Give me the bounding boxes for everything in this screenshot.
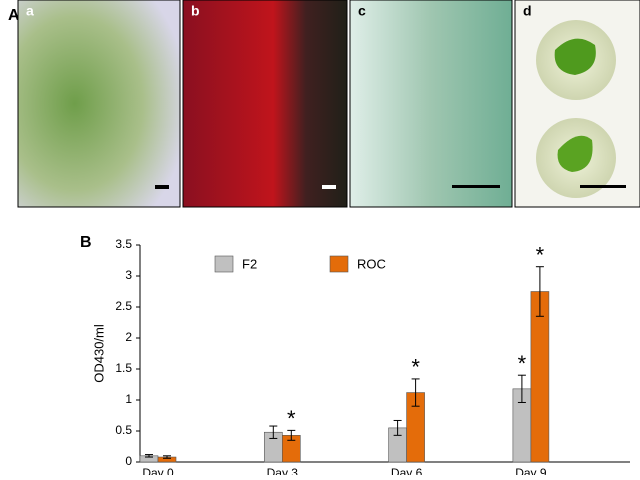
- y-tick-label: 1: [125, 392, 132, 406]
- x-tick-label: Day 3: [267, 466, 299, 475]
- legend-label: F2: [242, 256, 257, 271]
- x-tick-label: Day 6: [391, 466, 423, 475]
- scale-bar: [580, 185, 626, 188]
- y-tick-label: 0: [125, 454, 132, 468]
- error-bar: [411, 378, 420, 407]
- legend-swatch: [214, 255, 234, 273]
- error-bar: [393, 419, 402, 436]
- chart: B OD430/ml 0 0.5 1 1.5 2 2.5 3 3.5 Day 0 Day 3 * Day …: [80, 234, 630, 480]
- significance-marker: *: [536, 243, 545, 268]
- error-bar: [145, 454, 153, 458]
- photo: [17, 0, 181, 208]
- error-bar: [517, 374, 526, 403]
- significance-marker: *: [518, 351, 527, 376]
- error-bar: [535, 266, 544, 317]
- y-axis-label: OD430/ml: [91, 324, 106, 383]
- photo-label: d: [523, 3, 532, 19]
- y-tick-label: 2.5: [115, 299, 132, 313]
- x-tick-label: Day 0: [142, 466, 174, 475]
- error-bar: [269, 425, 278, 439]
- tissue: [554, 38, 596, 75]
- y-tick-label: 3: [125, 268, 132, 282]
- y-tick-label: 1.5: [115, 361, 132, 375]
- scale-bar: [322, 185, 336, 189]
- y-tick-label: 3.5: [115, 237, 132, 251]
- scale-bar: [452, 185, 500, 188]
- scale-bar: [155, 185, 169, 189]
- tissue: [557, 135, 593, 172]
- legend-swatch: [329, 255, 349, 273]
- significance-marker: *: [411, 355, 420, 380]
- legend-label: ROC: [357, 256, 386, 271]
- panel-label: B: [80, 234, 92, 251]
- photo-label: b: [191, 3, 200, 19]
- panel-label: A: [8, 7, 20, 24]
- error-bar: [163, 455, 171, 459]
- error-bar: [287, 429, 296, 441]
- significance-marker: *: [287, 406, 296, 431]
- photo: [349, 0, 513, 208]
- photo: [182, 0, 348, 208]
- y-tick-label: 0.5: [115, 423, 132, 437]
- bar: [530, 291, 550, 463]
- photo-label: c: [358, 3, 366, 19]
- x-tick-label: Day 9: [515, 466, 547, 475]
- y-tick-label: 2: [125, 330, 132, 344]
- photo-label: a: [26, 3, 34, 19]
